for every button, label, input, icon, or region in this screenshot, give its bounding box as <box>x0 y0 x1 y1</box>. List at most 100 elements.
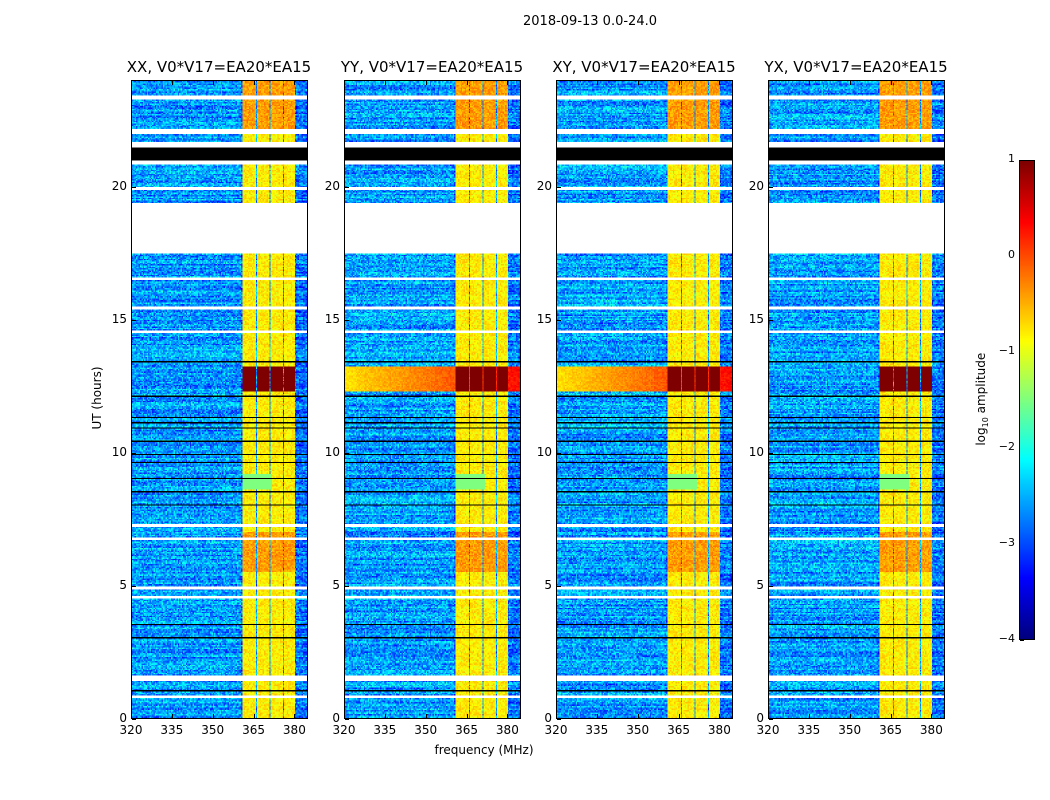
heatmap-image <box>769 81 944 718</box>
x-tick-label: 350 <box>201 723 225 737</box>
x-tick-mark <box>344 81 345 85</box>
x-tick-mark <box>637 714 639 718</box>
x-tick-label: 335 <box>373 723 397 737</box>
y-tick-label: 20 <box>111 178 127 193</box>
colorbar-gradient <box>1020 161 1034 639</box>
x-axis-label: frequency (MHz) <box>434 743 534 757</box>
heatmap-image <box>345 81 520 718</box>
x-tick-mark <box>507 81 509 85</box>
x-tick-label: 380 <box>707 723 731 737</box>
y-tick-label: 10 <box>111 444 127 459</box>
colorbar-tick-label: 0 <box>1008 248 1015 261</box>
y-tick-mark <box>557 719 561 720</box>
y-tick-mark <box>345 319 349 321</box>
y-tick-label: 15 <box>111 311 127 326</box>
y-tick-label: 20 <box>324 178 340 193</box>
colorbar <box>1019 160 1035 640</box>
x-tick-mark <box>808 714 810 718</box>
y-tick-mark <box>132 585 136 587</box>
colorbar-tick-label: −1 <box>998 344 1015 357</box>
y-tick-label: 0 <box>332 711 340 725</box>
y-tick-label: 5 <box>119 577 127 592</box>
colorbar-tick-label: −2 <box>998 440 1015 453</box>
x-tick-label: 365 <box>879 723 902 737</box>
panel-title: YY, V0*V17=EA20*EA15 <box>340 58 524 76</box>
y-tick-label: 15 <box>536 311 552 326</box>
y-tick-label: 20 <box>748 178 764 193</box>
x-tick-mark <box>171 714 173 718</box>
heatmap-image <box>557 81 732 718</box>
x-tick-label: 350 <box>414 723 438 737</box>
x-tick-label: 320 <box>332 723 356 737</box>
panel-title: YX, V0*V17=EA20*EA15 <box>764 58 948 76</box>
panel-title: XX, V0*V17=EA20*EA15 <box>126 58 312 76</box>
x-tick-mark <box>425 81 427 85</box>
heatmap-image <box>132 81 307 718</box>
x-tick-label: 380 <box>495 723 519 737</box>
colorbar-label-log: log <box>973 427 988 446</box>
x-tick-mark <box>253 714 255 718</box>
y-tick-mark <box>132 186 136 188</box>
y-tick-mark <box>769 319 773 321</box>
x-tick-label: 380 <box>919 723 943 737</box>
x-tick-mark <box>507 714 509 718</box>
x-tick-mark <box>294 81 296 85</box>
y-tick-mark <box>557 452 561 454</box>
heatmap-panel <box>131 80 308 719</box>
y-tick-label: 10 <box>536 444 552 459</box>
x-tick-mark <box>808 81 810 85</box>
y-tick-label: 5 <box>332 577 340 592</box>
y-tick-mark <box>345 585 349 587</box>
y-tick-mark <box>132 452 136 454</box>
x-tick-mark <box>384 81 386 85</box>
colorbar-label: log10 amplitude <box>974 339 990 459</box>
y-tick-mark <box>557 186 561 188</box>
x-tick-mark <box>556 714 557 718</box>
x-tick-mark <box>890 714 892 718</box>
x-tick-label: 365 <box>667 723 690 737</box>
x-tick-label: 335 <box>797 723 821 737</box>
x-tick-mark <box>849 714 851 718</box>
x-tick-label: 350 <box>838 723 862 737</box>
heatmap-panel <box>768 80 945 719</box>
heatmap-panel <box>344 80 521 719</box>
x-tick-mark <box>678 81 680 85</box>
x-tick-label: 335 <box>585 723 609 737</box>
y-tick-label: 15 <box>324 311 340 326</box>
x-tick-mark <box>556 81 557 85</box>
x-tick-mark <box>384 714 386 718</box>
x-tick-mark <box>931 714 933 718</box>
colorbar-tick-label: 1 <box>1008 152 1015 165</box>
colorbar-label-suffix: amplitude <box>973 352 988 418</box>
y-tick-mark <box>132 719 136 720</box>
x-tick-mark <box>596 81 598 85</box>
x-tick-mark <box>171 81 173 85</box>
y-tick-label: 10 <box>324 444 340 459</box>
y-tick-label: 15 <box>748 311 764 326</box>
y-tick-label: 0 <box>119 711 127 725</box>
x-tick-mark <box>131 81 132 85</box>
heatmap-panel <box>556 80 733 719</box>
x-tick-label: 320 <box>119 723 143 737</box>
x-tick-mark <box>466 81 468 85</box>
y-tick-mark <box>132 319 136 321</box>
x-tick-mark <box>294 714 296 718</box>
y-tick-mark <box>345 186 349 188</box>
colorbar-tick-label: −4 <box>998 632 1015 645</box>
x-tick-label: 350 <box>626 723 650 737</box>
x-tick-mark <box>425 714 427 718</box>
x-tick-mark <box>719 81 721 85</box>
y-tick-mark <box>769 452 773 454</box>
y-axis-label: UT (hours) <box>90 366 104 430</box>
y-tick-mark <box>769 186 773 188</box>
x-tick-label: 320 <box>756 723 780 737</box>
y-tick-mark <box>557 585 561 587</box>
x-tick-mark <box>596 714 598 718</box>
x-tick-label: 380 <box>282 723 306 737</box>
x-tick-mark <box>890 81 892 85</box>
colorbar-tick-mark <box>1020 640 1024 641</box>
x-tick-mark <box>678 714 680 718</box>
x-tick-mark <box>253 81 255 85</box>
figure-title: 2018-09-13 0.0-24.0 <box>523 14 657 29</box>
